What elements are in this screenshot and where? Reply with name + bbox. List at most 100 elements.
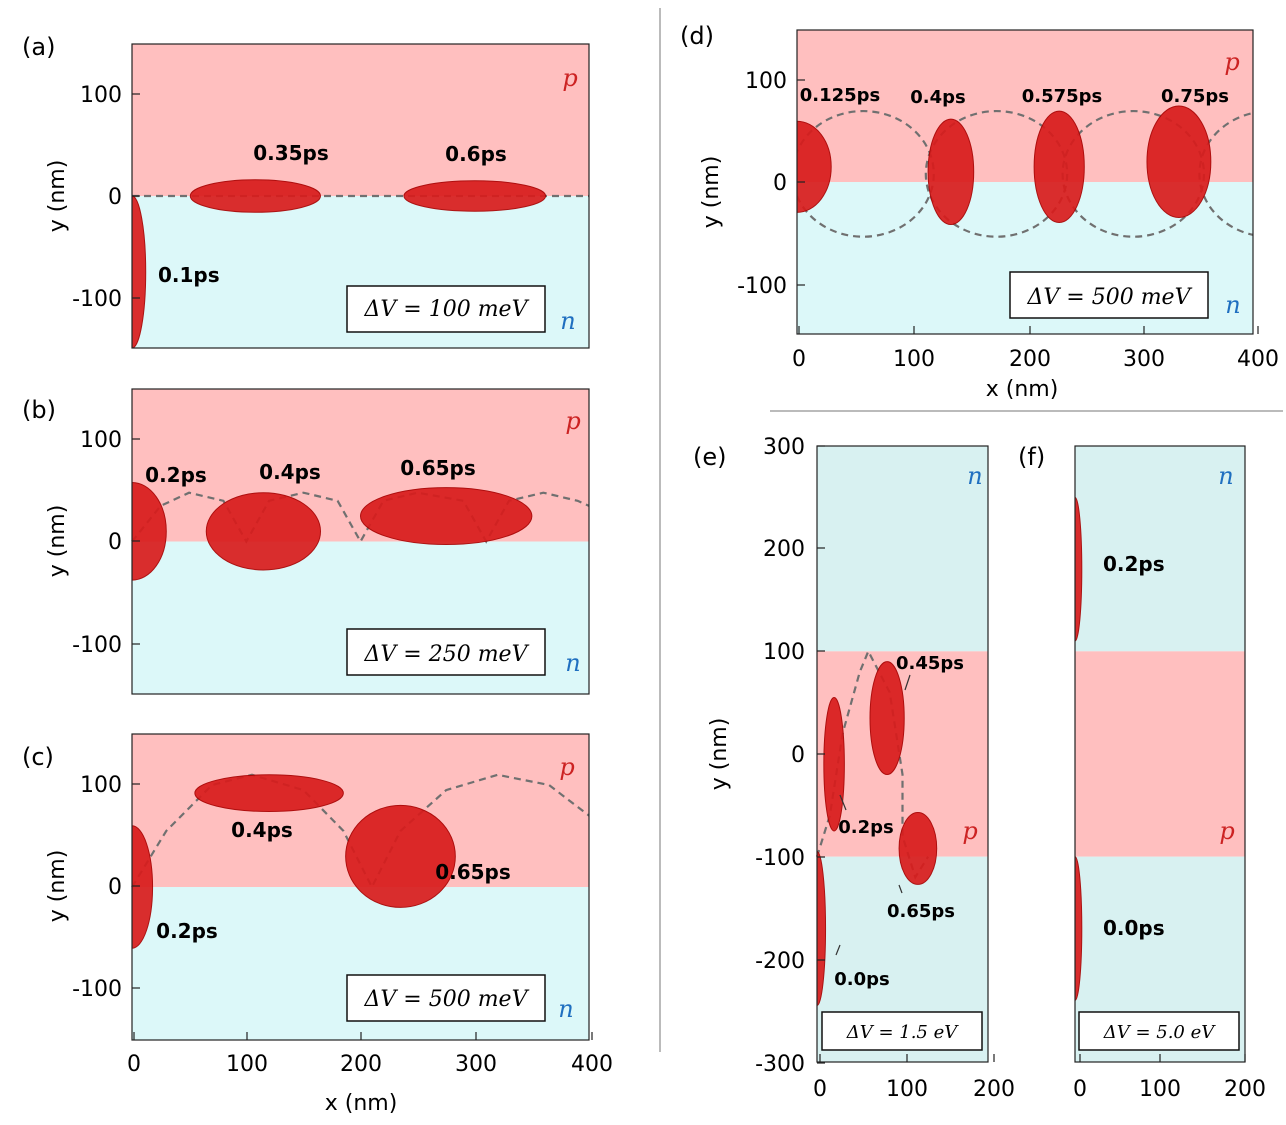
y-tick-label: 0 [108, 185, 122, 210]
y-tick-label: 0 [791, 743, 805, 768]
panel-label: (f) [1018, 443, 1045, 471]
bias-box [346, 974, 546, 1022]
panel-b: (b) y (nm) 100 0 -100 p n ΔV = 250 meV 0.2ps 0.… [22, 388, 590, 695]
panel-label: (b) [22, 396, 56, 424]
p-region [132, 44, 589, 196]
p-region-label: p [559, 753, 574, 781]
y-tick-label: 0 [108, 530, 122, 555]
x-tick-label: 100 [1139, 1077, 1181, 1102]
panel-d: (d) y (nm) x (nm) 100 0 -100 0 100 200 300 400 p… [680, 22, 1279, 402]
time-label: 0.4ps [910, 87, 966, 108]
panel-c: (c) y (nm) x (nm) 100 0 -100 0 100 200 300 400 p… [22, 733, 613, 1116]
bias-label: ΔV = 500 meV [364, 987, 530, 1012]
time-label: 0.45ps [896, 653, 964, 674]
y-axis-label: y (nm) [45, 160, 70, 233]
wavepacket-0.75ps [1146, 105, 1212, 218]
wavepacket-0.4ps [927, 118, 975, 226]
y-tick-label: 100 [80, 428, 122, 453]
wavepacket-0.575ps [1033, 110, 1085, 224]
x-tick-label: 400 [571, 1052, 613, 1077]
bias-box [346, 628, 546, 676]
wavepacket-0.65ps [898, 812, 938, 885]
y-tick-label: -300 [755, 1052, 805, 1077]
x-tick-label: 400 [1237, 347, 1279, 372]
panel-label: (a) [22, 33, 55, 61]
time-label: 0.6ps [445, 142, 507, 166]
time-label: 0.2ps [1103, 552, 1165, 576]
wavepacket-0.6ps [403, 180, 547, 212]
y-tick-label: 100 [763, 640, 805, 665]
time-label: 0.2ps [145, 463, 207, 487]
n-region-label: n [558, 995, 573, 1023]
n-region-label: n [560, 307, 575, 335]
y-tick-label: 200 [763, 537, 805, 562]
x-tick-label: 300 [1123, 347, 1165, 372]
y-axis-label: y (nm) [45, 850, 70, 923]
trajectory-line [131, 491, 590, 544]
x-tick-label: 100 [226, 1052, 268, 1077]
bias-box [1009, 271, 1209, 319]
x-tick-label: 0 [127, 1052, 141, 1077]
label-leader [904, 674, 911, 691]
x-tick-label: 300 [455, 1052, 497, 1077]
y-axis-label: y (nm) [699, 156, 724, 229]
n-region-label: n [1225, 291, 1240, 319]
bias-box [821, 1011, 983, 1051]
p-region [1075, 651, 1245, 857]
n-region-label: n [967, 462, 982, 490]
wavepacket-0.2ps [132, 482, 167, 581]
wavepacket-0.4ps [194, 774, 344, 813]
x-tick-label: 100 [886, 1077, 928, 1102]
y-tick-label: -100 [737, 274, 787, 299]
label-leader [898, 884, 903, 894]
y-tick-label: 100 [745, 69, 787, 94]
wavepacket-0.65ps [345, 804, 456, 908]
time-label: 0.65ps [400, 456, 476, 480]
time-label: 0.4ps [231, 818, 293, 842]
time-label: 0.0ps [834, 969, 890, 990]
x-tick-label: 0 [792, 347, 806, 372]
bias-box [346, 285, 546, 333]
n-region [817, 446, 988, 652]
time-label: 0.65ps [435, 860, 511, 884]
y-tick-label: -100 [72, 287, 122, 312]
y-tick-label: -100 [72, 633, 122, 658]
panel-a: (a) y (nm) 100 0 -100 p n ΔV = 100 meV 0.1ps 0.… [22, 33, 590, 349]
panel-f: (f) 0 100 200 p n ΔV = 5.0 eV 0.2ps 0.0ps [1018, 443, 1266, 1102]
bias-label: ΔV = 100 meV [364, 297, 530, 322]
x-tick-label: 200 [973, 1077, 1015, 1102]
p-region-label: p [562, 64, 577, 92]
n-region-label: n [565, 649, 580, 677]
wavepacket-0.2ps [823, 697, 845, 832]
p-region-label: p [962, 817, 977, 845]
x-axis-label: x (nm) [325, 1091, 398, 1116]
time-label: 0.35ps [253, 141, 329, 165]
y-axis-label: y (nm) [45, 505, 70, 578]
panel-e: (e) y (nm) 300 200 100 0 -100 -200 -300 0 100 200… [693, 435, 1015, 1102]
time-label: 0.0ps [1103, 916, 1165, 940]
bias-box [1078, 1011, 1240, 1051]
n-region [1075, 446, 1245, 652]
panel-label: (d) [680, 22, 714, 50]
y-tick-label: 0 [773, 171, 787, 196]
wavepacket-0.45ps [869, 661, 905, 776]
y-tick-label: 100 [80, 773, 122, 798]
wavepacket-0.65ps [360, 487, 533, 546]
y-tick-label: 0 [108, 875, 122, 900]
wavepacket-0.4ps [205, 492, 322, 571]
p-region-label: p [1224, 48, 1239, 76]
x-tick-label: 200 [1224, 1077, 1266, 1102]
x-tick-label: 100 [893, 347, 935, 372]
wavepacket-0.2ps [1075, 496, 1083, 642]
wavepacket-0.35ps [189, 179, 322, 213]
time-label: 0.4ps [259, 460, 321, 484]
x-axis-label: x (nm) [986, 377, 1059, 402]
label-leader [835, 944, 841, 956]
y-tick-label: -200 [755, 949, 805, 974]
time-label: 0.2ps [838, 817, 894, 838]
time-label: 0.75ps [1161, 86, 1229, 107]
time-label: 0.575ps [1022, 86, 1103, 107]
bias-label: ΔV = 5.0 eV [1103, 1022, 1217, 1043]
bias-label: ΔV = 250 meV [364, 642, 530, 667]
